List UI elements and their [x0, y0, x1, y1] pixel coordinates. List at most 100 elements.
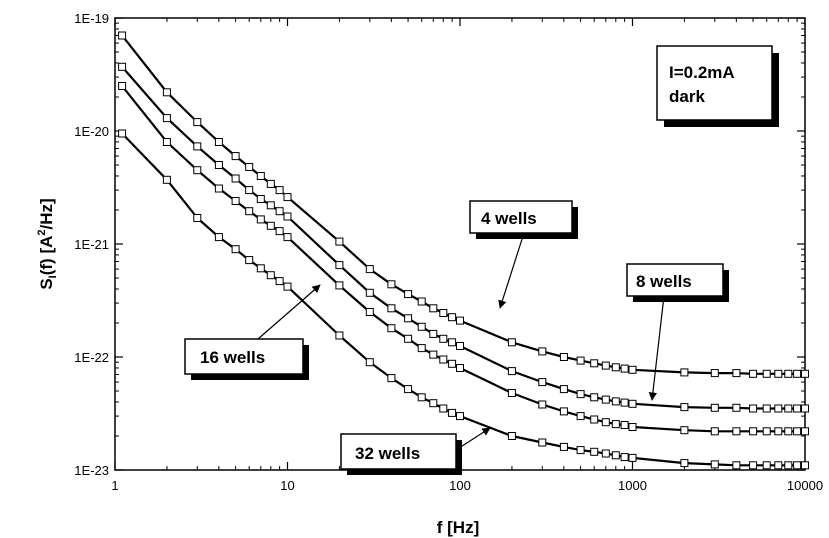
- data-point: [538, 400, 547, 409]
- data-point: [429, 329, 438, 338]
- data-point: [439, 334, 448, 343]
- data-point: [576, 390, 585, 399]
- data-point: [275, 186, 284, 195]
- y-tick-label: 1E-19: [74, 11, 109, 26]
- y-axis-title-sub: I: [47, 275, 59, 278]
- data-point: [335, 261, 344, 270]
- svg-text:SI(f) [A2/Hz]: SI(f) [A2/Hz]: [36, 198, 59, 289]
- data-point: [774, 404, 783, 413]
- data-point: [193, 118, 202, 127]
- data-point: [601, 361, 610, 370]
- data-point: [256, 215, 265, 224]
- data-point: [538, 438, 547, 447]
- data-point: [456, 412, 464, 421]
- data-point: [801, 427, 809, 436]
- data-point: [448, 359, 457, 368]
- x-tick-label: 1: [111, 478, 118, 493]
- data-point: [784, 461, 793, 470]
- legend-box-frame: [656, 45, 773, 121]
- data-point: [784, 427, 793, 436]
- legend-line-1: I=0.2mA: [669, 63, 735, 82]
- data-point: [601, 395, 610, 404]
- data-point: [628, 453, 637, 462]
- callout-box: [626, 263, 724, 297]
- data-point: [793, 369, 802, 378]
- data-point: [762, 404, 771, 413]
- data-point: [214, 138, 223, 146]
- data-point: [507, 432, 516, 440]
- data-point: [448, 408, 457, 417]
- data-point: [283, 193, 292, 202]
- data-point: [335, 237, 344, 246]
- data-point: [732, 369, 741, 378]
- data-point: [680, 403, 689, 412]
- data-point: [118, 129, 127, 138]
- data-point: [245, 256, 254, 265]
- data-point: [601, 418, 610, 427]
- callout-arrow: [648, 295, 665, 401]
- data-point: [620, 453, 629, 462]
- data-point: [162, 114, 171, 123]
- callout-label: 8 wells: [636, 272, 692, 291]
- data-point: [749, 369, 758, 378]
- data-point: [732, 461, 741, 470]
- data-point: [559, 407, 568, 416]
- data-point: [456, 364, 464, 372]
- data-point: [762, 427, 771, 436]
- data-point: [710, 403, 719, 412]
- annotations: 4 wells 8 wells 16 wells 32 wells: [184, 200, 729, 475]
- data-point: [429, 399, 438, 408]
- data-point: [365, 288, 374, 297]
- data-point: [749, 404, 758, 413]
- data-point: [193, 166, 202, 175]
- y-axis-title-sup: 2: [36, 229, 48, 235]
- data-point: [231, 245, 240, 254]
- data-point: [601, 449, 610, 458]
- y-tick-label: 1E-21: [74, 237, 109, 252]
- callout-arrow: [257, 284, 321, 340]
- data-point: [417, 344, 426, 353]
- data-point: [732, 427, 741, 436]
- data-point: [538, 347, 547, 356]
- data-point: [590, 393, 599, 402]
- data-point: [365, 358, 374, 367]
- data-point: [507, 389, 516, 397]
- data-point: [365, 308, 374, 316]
- y-axis-title-mid: (f) [A: [37, 236, 56, 276]
- data-point: [275, 277, 284, 286]
- data-point: [214, 233, 223, 242]
- data-point: [417, 322, 426, 331]
- data-point: [387, 280, 396, 289]
- data-point: [387, 324, 396, 333]
- data-point: [559, 442, 568, 451]
- data-point: [404, 385, 413, 394]
- data-point: [118, 62, 127, 71]
- data-point: [365, 265, 374, 274]
- y-axis-title-main: S: [37, 278, 56, 289]
- callout-label: 16 wells: [200, 348, 265, 367]
- callout-32-wells: 32 wells: [340, 427, 491, 475]
- data-point: [620, 398, 629, 407]
- series-8-wells: [118, 62, 809, 413]
- data-point: [439, 404, 448, 413]
- ticks: 1 10 100 1000 10000 1E-23 1E-22 1E-21 1E-20 1E-19: [74, 11, 823, 493]
- data-point: [245, 186, 254, 195]
- data-point: [387, 304, 396, 313]
- legend-line-2: dark: [669, 87, 705, 106]
- data-point: [774, 369, 783, 378]
- data-point: [429, 304, 438, 313]
- data-point: [231, 152, 240, 161]
- data-point: [231, 174, 240, 183]
- data-point: [335, 331, 344, 340]
- data-point: [118, 31, 127, 40]
- data-point: [628, 423, 637, 431]
- data-point: [793, 427, 802, 436]
- data-point: [448, 313, 457, 322]
- data-point: [404, 314, 413, 323]
- y-tick-label: 1E-20: [74, 124, 109, 139]
- data-point: [611, 420, 620, 429]
- series-16-wells: [118, 82, 809, 436]
- data-point: [801, 461, 809, 470]
- callout-16-wells: 16 wells: [184, 284, 321, 380]
